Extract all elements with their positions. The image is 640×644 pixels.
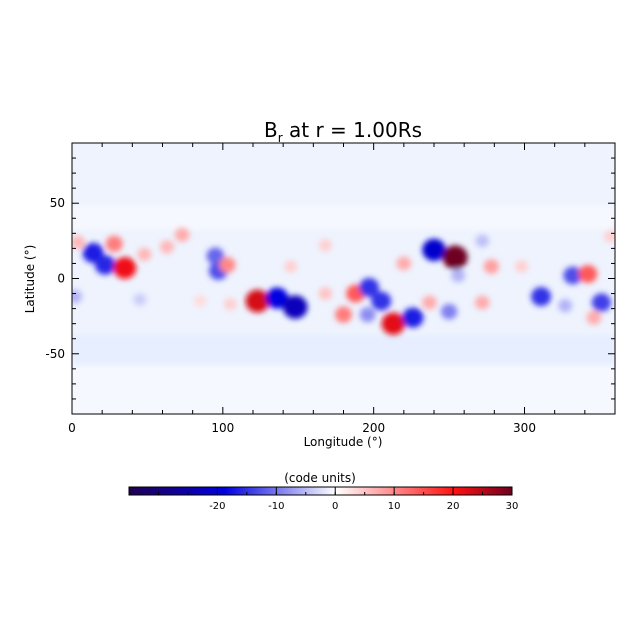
colorbar xyxy=(128,486,513,496)
field-blob xyxy=(245,289,270,313)
field-blob xyxy=(531,287,552,307)
field-blob xyxy=(371,291,392,311)
colorbar-tick-label: 0 xyxy=(332,501,338,512)
field-blob xyxy=(402,307,424,328)
field-blob xyxy=(94,255,116,275)
field-blob xyxy=(586,310,602,325)
axis-ticks: 0 100 200 300 50 0 -50 xyxy=(45,142,616,435)
y-axis-label: Latitude (°) xyxy=(23,245,37,314)
x-tick-label: 300 xyxy=(513,421,536,435)
x-axis-label: Longitude (°) xyxy=(304,435,383,449)
field-blob xyxy=(475,234,489,248)
mid-south-band xyxy=(72,335,615,365)
field-blob xyxy=(591,293,612,312)
field-blob xyxy=(174,227,190,242)
field-blob xyxy=(282,295,308,319)
field-blob xyxy=(72,235,86,250)
x-tick-label: 100 xyxy=(211,421,234,435)
title-subscript: r xyxy=(278,131,283,145)
field-blob xyxy=(558,298,573,313)
field-blob xyxy=(113,257,137,279)
colorbar-tick-label: -20 xyxy=(209,501,225,512)
field-blob xyxy=(318,287,333,300)
field-features xyxy=(72,227,615,335)
field-blob xyxy=(422,295,437,310)
field-blob xyxy=(563,266,583,285)
y-tick-label: 0 xyxy=(57,272,65,286)
colorbar-tick-label: 30 xyxy=(506,501,519,512)
field-blob xyxy=(219,257,236,273)
field-blob xyxy=(137,247,152,262)
field-blob xyxy=(515,260,528,273)
chart-title: Br at r = 1.00Rs xyxy=(264,118,422,145)
field-blob xyxy=(483,259,499,274)
field-blob xyxy=(160,240,175,254)
x-tick-label: 200 xyxy=(362,421,385,435)
y-tick-label: -50 xyxy=(45,347,65,361)
map-background xyxy=(72,143,615,414)
field-blob xyxy=(396,256,412,271)
field-blob xyxy=(335,306,352,323)
field-blob xyxy=(474,295,490,310)
colorbar-tick-label: -10 xyxy=(268,501,284,512)
colorbar-tick-label: 20 xyxy=(447,501,460,512)
field-blob xyxy=(359,278,380,298)
colorbar-tick-label: 10 xyxy=(388,501,401,512)
y-tick-label: 50 xyxy=(50,196,65,210)
field-blob xyxy=(206,247,225,265)
field-blob xyxy=(442,245,468,270)
field-blob xyxy=(451,268,466,283)
field-blob xyxy=(105,235,123,252)
field-blob xyxy=(72,289,83,304)
field-blob xyxy=(133,293,147,306)
field-blob xyxy=(223,297,237,311)
south-polar-band xyxy=(72,360,615,414)
colorbar-label: (code units) xyxy=(284,471,356,485)
colorbar-ticks: -20 -10 0 10 20 30 xyxy=(128,487,519,512)
field-blob xyxy=(422,238,446,262)
field-blob xyxy=(440,303,458,320)
field-blob xyxy=(266,287,289,309)
field-blob xyxy=(284,260,298,273)
field-blob xyxy=(578,265,598,283)
field-blob xyxy=(359,307,376,323)
field-blob xyxy=(194,295,207,307)
field-blob xyxy=(381,312,405,335)
north-band xyxy=(72,205,615,230)
field-blob xyxy=(318,239,332,252)
x-tick-label: 0 xyxy=(68,421,76,435)
